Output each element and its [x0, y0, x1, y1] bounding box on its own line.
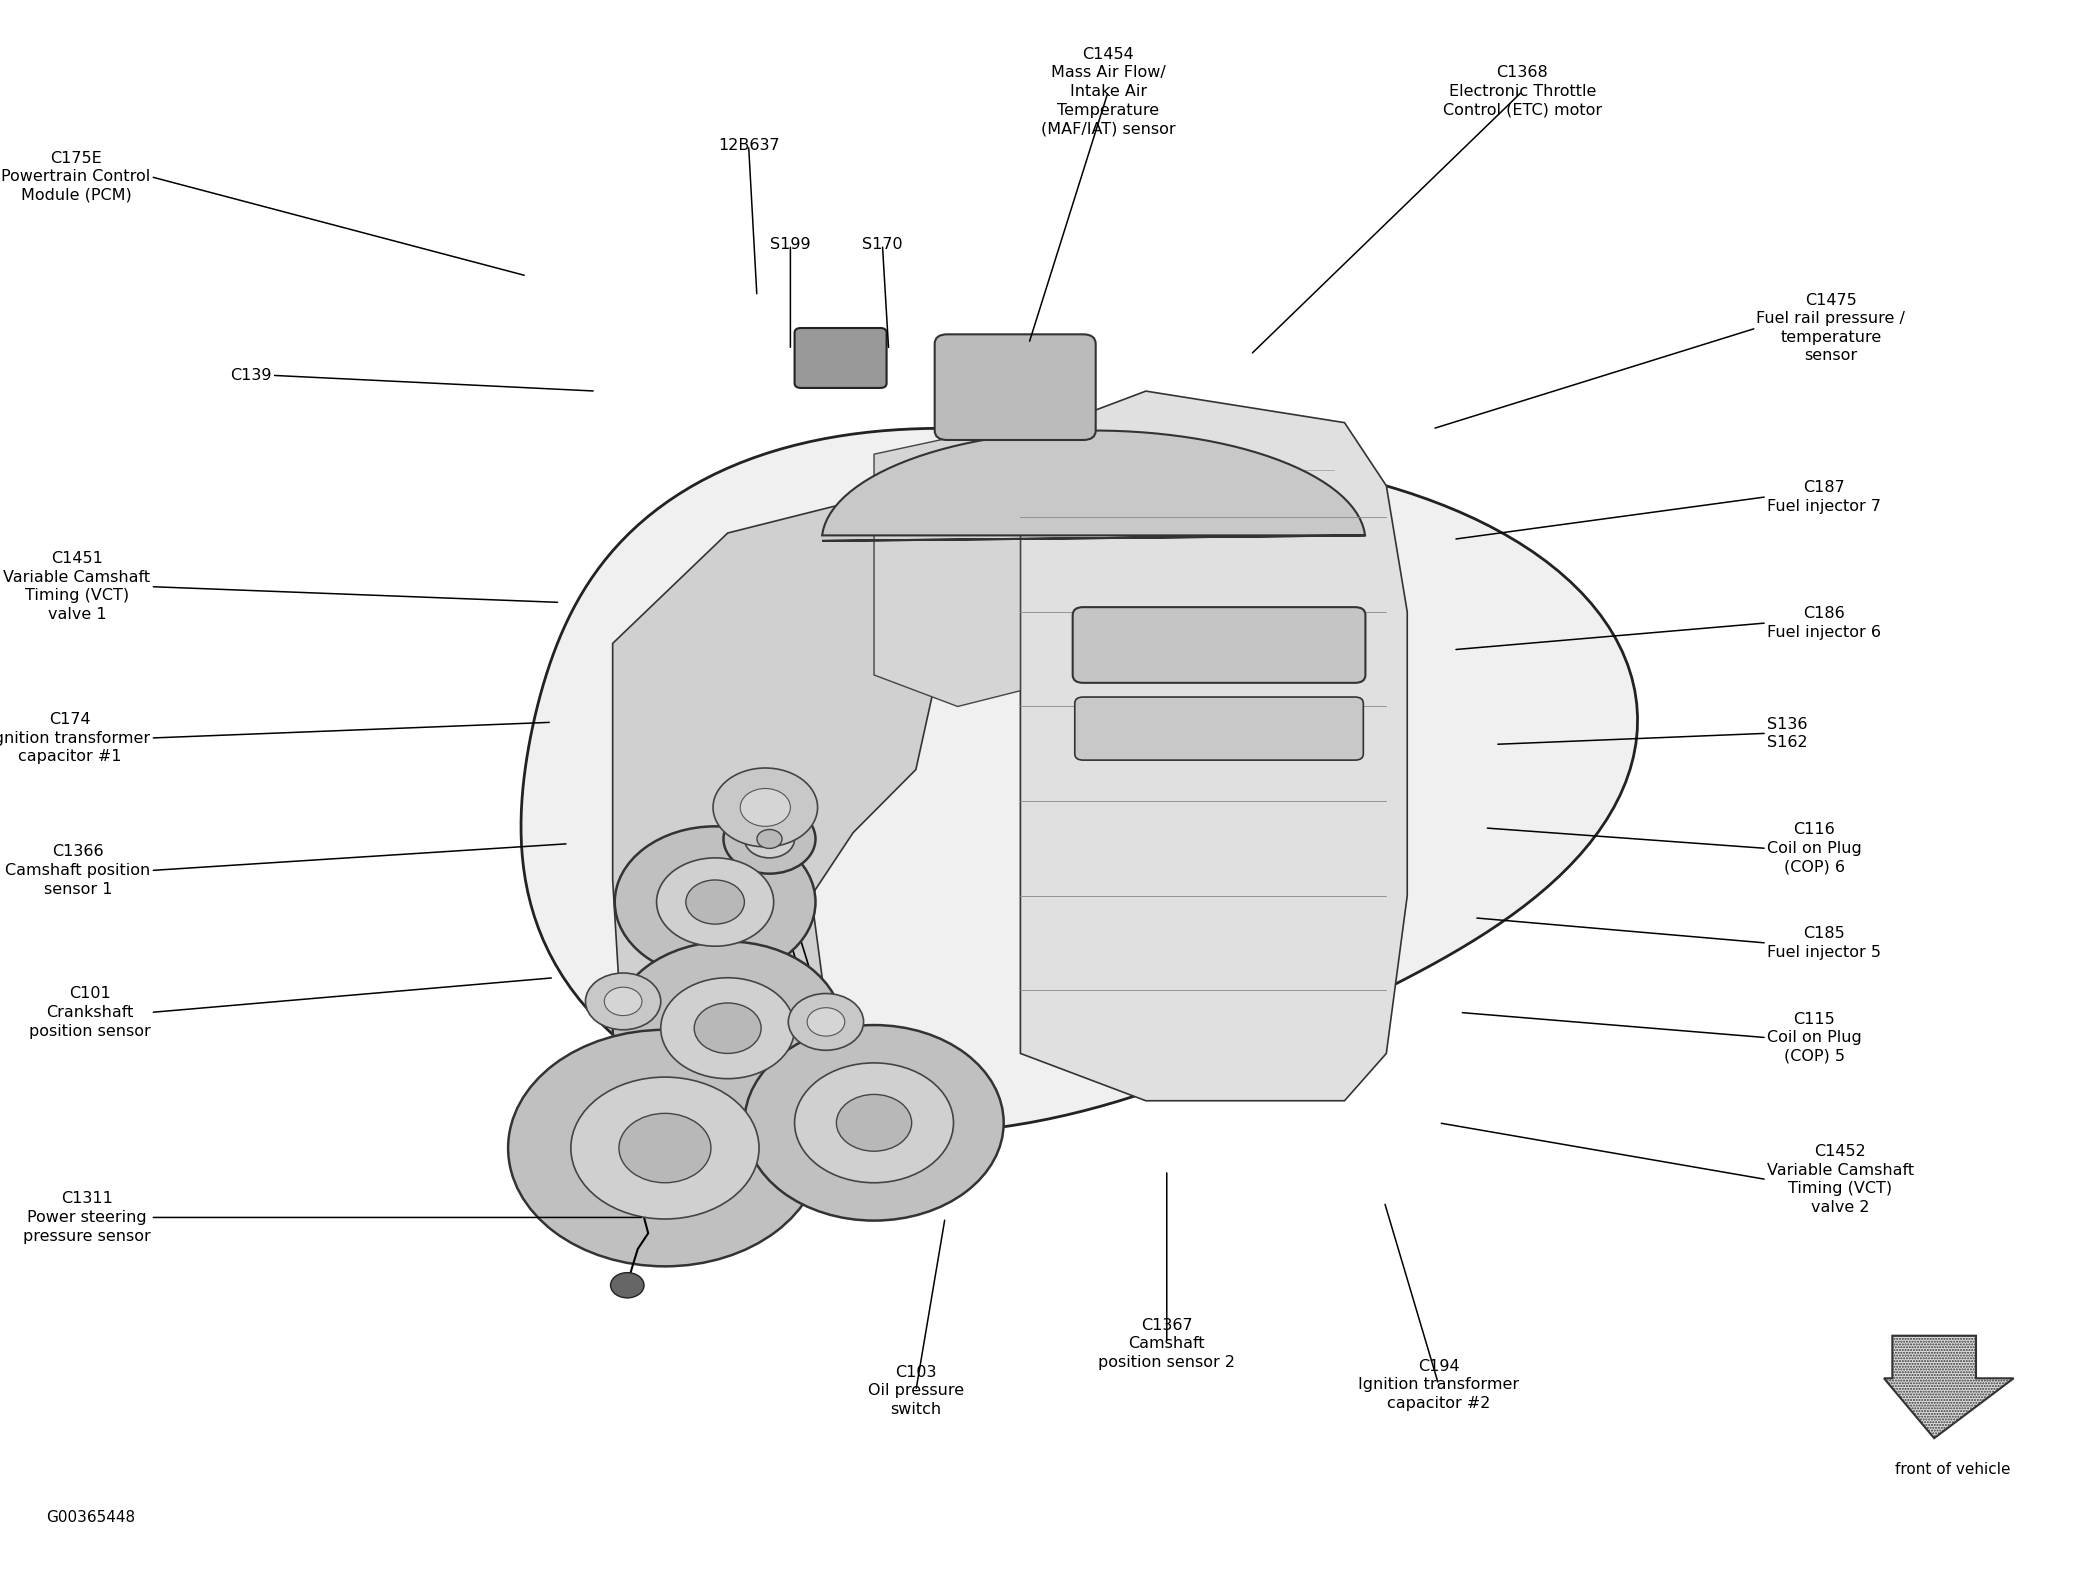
Text: C174
Ignition transformer
capacitor #1: C174 Ignition transformer capacitor #1	[0, 711, 151, 765]
Text: C1452
Variable Camshaft
Timing (VCT)
valve 2: C1452 Variable Camshaft Timing (VCT) val…	[1767, 1145, 1913, 1214]
Text: C1366
Camshaft position
sensor 1: C1366 Camshaft position sensor 1	[6, 844, 151, 897]
Circle shape	[508, 1030, 822, 1266]
Text: S170: S170	[861, 237, 903, 252]
Circle shape	[604, 987, 642, 1016]
Circle shape	[836, 1094, 912, 1151]
FancyBboxPatch shape	[795, 328, 887, 388]
Text: C116
Coil on Plug
(COP) 6: C116 Coil on Plug (COP) 6	[1767, 822, 1861, 875]
Circle shape	[740, 788, 790, 826]
Circle shape	[744, 1025, 1004, 1221]
Circle shape	[694, 1003, 761, 1053]
Text: C115
Coil on Plug
(COP) 5: C115 Coil on Plug (COP) 5	[1767, 1011, 1861, 1064]
Text: C103
Oil pressure
switch: C103 Oil pressure switch	[868, 1364, 964, 1418]
Polygon shape	[874, 423, 1020, 706]
Circle shape	[713, 768, 818, 847]
Text: G00365448: G00365448	[46, 1509, 136, 1525]
Circle shape	[788, 994, 864, 1050]
Circle shape	[611, 1273, 644, 1298]
Text: C1454
Mass Air Flow/
Intake Air
Temperature
(MAF/IAT) sensor: C1454 Mass Air Flow/ Intake Air Temperat…	[1041, 47, 1175, 136]
Text: C186
Fuel injector 6: C186 Fuel injector 6	[1767, 606, 1882, 640]
Circle shape	[613, 941, 843, 1115]
Text: C1367
Camshaft
position sensor 2: C1367 Camshaft position sensor 2	[1098, 1317, 1236, 1370]
Circle shape	[757, 830, 782, 848]
Text: C1475
Fuel rail pressure /
temperature
sensor: C1475 Fuel rail pressure / temperature s…	[1756, 293, 1905, 363]
Circle shape	[744, 820, 795, 858]
Circle shape	[657, 858, 774, 946]
Text: C101
Crankshaft
position sensor: C101 Crankshaft position sensor	[29, 986, 151, 1039]
Text: S199: S199	[769, 237, 811, 252]
Circle shape	[571, 1077, 759, 1219]
Polygon shape	[822, 431, 1365, 541]
Text: C139: C139	[230, 367, 272, 383]
Polygon shape	[521, 429, 1637, 1134]
Text: C1311
Power steering
pressure sensor: C1311 Power steering pressure sensor	[23, 1191, 151, 1244]
Polygon shape	[1020, 391, 1407, 1101]
Circle shape	[619, 1113, 711, 1183]
Circle shape	[686, 880, 744, 924]
Polygon shape	[613, 501, 937, 1117]
Text: C1368
Electronic Throttle
Control (ETC) motor: C1368 Electronic Throttle Control (ETC) …	[1443, 65, 1602, 118]
Polygon shape	[1884, 1336, 2014, 1438]
Circle shape	[723, 804, 815, 874]
Text: front of vehicle: front of vehicle	[1894, 1462, 2012, 1478]
FancyBboxPatch shape	[935, 334, 1096, 440]
Text: C1451
Variable Camshaft
Timing (VCT)
valve 1: C1451 Variable Camshaft Timing (VCT) val…	[4, 552, 151, 621]
Text: S136
S162: S136 S162	[1767, 716, 1807, 751]
Circle shape	[585, 973, 661, 1030]
FancyBboxPatch shape	[1075, 697, 1363, 760]
Polygon shape	[740, 530, 1342, 669]
Text: C187
Fuel injector 7: C187 Fuel injector 7	[1767, 479, 1882, 514]
FancyBboxPatch shape	[1073, 607, 1365, 683]
Circle shape	[795, 1063, 953, 1183]
Text: C185
Fuel injector 5: C185 Fuel injector 5	[1767, 926, 1882, 960]
Circle shape	[807, 1008, 845, 1036]
Text: 12B637: 12B637	[717, 137, 780, 153]
Text: C194
Ignition transformer
capacitor #2: C194 Ignition transformer capacitor #2	[1357, 1358, 1520, 1411]
Circle shape	[615, 826, 815, 978]
Circle shape	[661, 978, 795, 1079]
Text: C175E
Powertrain Control
Module (PCM): C175E Powertrain Control Module (PCM)	[2, 150, 151, 203]
